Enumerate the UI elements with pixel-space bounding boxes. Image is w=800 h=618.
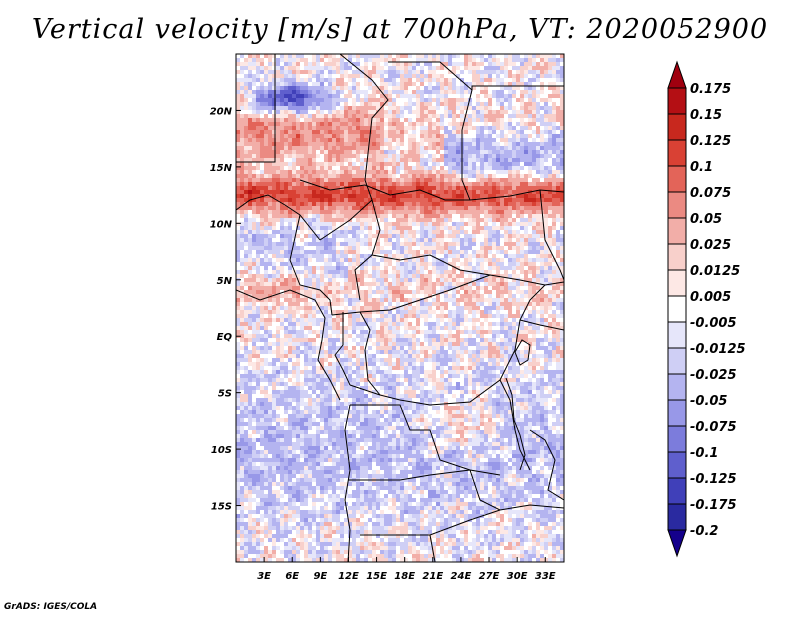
x-tick-label: 33E xyxy=(535,571,556,582)
colorbar-label: -0.175 xyxy=(690,498,737,513)
border-line xyxy=(360,504,564,536)
colorbar-box xyxy=(667,477,687,505)
colorbar-label: -0.0125 xyxy=(690,342,746,357)
x-tick-label: 27E xyxy=(479,571,500,582)
border-line xyxy=(359,311,381,396)
colorbar-box xyxy=(667,373,687,401)
colorbar-box xyxy=(667,217,687,245)
border-line xyxy=(429,534,436,562)
border-line xyxy=(339,54,389,201)
grads-credit: GrADS: IGES/COLA xyxy=(4,602,98,612)
colorbar-bottom-arrow xyxy=(667,529,687,558)
x-tick-label: 15E xyxy=(366,571,387,582)
x-tick-label: 12E xyxy=(338,571,359,582)
colorbar-label: 0.1 xyxy=(690,160,713,175)
colorbar-label: 0.15 xyxy=(690,108,722,123)
chart-title: Vertical velocity [m/s] at 700hPa, VT: 2… xyxy=(31,14,769,45)
border-line xyxy=(236,54,276,163)
x-tick-label: 30E xyxy=(507,571,528,582)
colorbar-box xyxy=(667,503,687,531)
y-tick-label: 10N xyxy=(210,219,233,230)
colorbar-label: -0.1 xyxy=(690,446,718,461)
x-tick-label: 24E xyxy=(451,571,472,582)
border-line xyxy=(319,199,381,301)
border-line xyxy=(236,194,321,241)
colorbar-box xyxy=(667,295,687,323)
colorbar-label: -0.125 xyxy=(690,472,737,487)
x-tick-label: 18E xyxy=(394,571,415,582)
colorbar-box xyxy=(667,321,687,349)
colorbar-box xyxy=(667,165,687,193)
colorbar-box xyxy=(667,425,687,453)
colorbar-top-arrow xyxy=(667,60,687,89)
border-line xyxy=(471,85,564,90)
x-tick-label: 21E xyxy=(422,571,443,582)
y-tick-label: 10S xyxy=(211,445,232,456)
border-line xyxy=(331,274,491,316)
border-line xyxy=(334,312,351,386)
colorbar-label: -0.05 xyxy=(690,394,727,409)
y-tick-label: EQ xyxy=(217,332,233,343)
lake-outline xyxy=(505,377,526,471)
colorbar-label: 0.005 xyxy=(690,290,731,305)
x-tick-label: 6E xyxy=(285,571,299,582)
colorbar-box xyxy=(667,451,687,479)
colorbar-label: 0.125 xyxy=(690,134,731,149)
y-tick-label: 5S xyxy=(218,389,232,400)
y-tick-label: 20N xyxy=(210,106,233,117)
y-tick-label: 5N xyxy=(217,276,233,287)
border-line xyxy=(289,214,333,316)
colorbar-label: -0.075 xyxy=(690,420,737,435)
border-line xyxy=(469,469,501,511)
country-borders xyxy=(236,54,564,562)
lake-outline xyxy=(514,339,531,366)
border-line xyxy=(344,404,351,562)
colorbar-label: 0.075 xyxy=(690,186,731,201)
plot-frame xyxy=(235,53,565,563)
colorbar-label: -0.005 xyxy=(690,316,737,331)
border-line xyxy=(371,254,564,286)
colorbar-label: -0.025 xyxy=(690,368,737,383)
x-axis: 3E 6E 9E 12E 15E 18E 21E 24E 27E 30E 33E xyxy=(257,557,556,582)
colorbar-label: 0.05 xyxy=(690,212,722,227)
x-tick-label: 9E xyxy=(313,571,327,582)
velocity-field xyxy=(236,54,564,562)
colorbar-box xyxy=(667,243,687,271)
border-line xyxy=(349,284,546,406)
colorbar-box xyxy=(667,191,687,219)
colorbar-box xyxy=(667,113,687,141)
colorbar-box xyxy=(667,87,687,115)
border-line xyxy=(539,189,564,281)
y-tick-label: 15S xyxy=(211,502,232,513)
x-tick-label: 3E xyxy=(257,571,271,582)
colorbar-box xyxy=(667,399,687,427)
border-line xyxy=(388,61,473,201)
colorbar-label: -0.2 xyxy=(690,524,718,539)
colorbar: 0.175 0.15 0.125 0.1 0.075 0.05 0.025 0.0125 0.0… xyxy=(667,60,746,558)
border-line xyxy=(499,379,531,471)
border-line xyxy=(299,179,564,201)
colorbar-box xyxy=(667,139,687,167)
colorbar-label: 0.0125 xyxy=(690,264,740,279)
colorbar-label: 0.025 xyxy=(690,238,731,253)
border-line xyxy=(529,429,564,501)
colorbar-label: 0.175 xyxy=(690,82,731,97)
border-line xyxy=(348,469,471,481)
colorbar-box xyxy=(667,347,687,375)
border-line xyxy=(519,319,564,331)
y-tick-label: 15N xyxy=(210,163,233,174)
coastline xyxy=(236,289,341,401)
colorbar-box xyxy=(667,269,687,297)
y-axis: 20N 15N 10N 5N EQ 5S 10S 15S xyxy=(210,106,241,513)
